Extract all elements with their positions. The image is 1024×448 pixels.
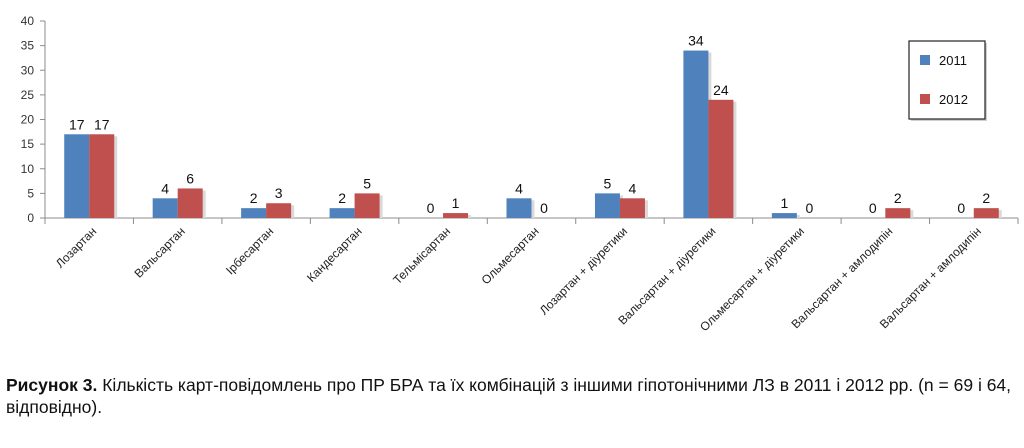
y-tick-label: 15 bbox=[21, 137, 35, 151]
bar-2012-2 bbox=[266, 203, 292, 218]
data-label-2011-0: 17 bbox=[69, 116, 85, 132]
bar-2012-1 bbox=[177, 188, 203, 218]
data-label-2011-7: 34 bbox=[688, 33, 704, 49]
category-label-4: Тельмісартан bbox=[390, 224, 453, 287]
legend-label-2011: 2011 bbox=[939, 53, 967, 68]
category-label-3: Кандесартан bbox=[304, 224, 365, 285]
y-tick-label: 25 bbox=[21, 88, 35, 102]
data-label-2012-7: 24 bbox=[713, 82, 729, 98]
category-label-2: Ірбесартан bbox=[223, 224, 276, 277]
data-label-2012-4: 1 bbox=[452, 195, 460, 211]
data-label-2011-4: 0 bbox=[427, 200, 435, 216]
data-label-2012-8: 0 bbox=[805, 200, 813, 216]
data-label-2012-6: 4 bbox=[629, 180, 637, 196]
data-label-2012-5: 0 bbox=[540, 200, 548, 216]
data-label-2012-3: 5 bbox=[363, 175, 371, 191]
data-label-2011-5: 4 bbox=[515, 180, 523, 196]
data-label-2011-3: 2 bbox=[338, 190, 346, 206]
data-label-2011-10: 0 bbox=[957, 200, 965, 216]
bar-2011-8 bbox=[771, 213, 797, 218]
y-tick-label: 40 bbox=[21, 14, 35, 28]
y-tick-label: 5 bbox=[27, 186, 34, 200]
legend bbox=[908, 40, 986, 120]
category-label-1: Вальсартан bbox=[131, 224, 187, 280]
bar-2012-4 bbox=[443, 213, 469, 218]
data-label-2012-1: 6 bbox=[186, 170, 194, 186]
bar-2011-6 bbox=[594, 193, 620, 218]
category-label-8: Ольмесартан + діуретики bbox=[697, 224, 807, 334]
legend-label-2012: 2012 bbox=[939, 92, 968, 107]
category-label-9: Вальсартан + амлодипін bbox=[788, 224, 895, 331]
data-label-2011-6: 5 bbox=[604, 175, 612, 191]
caption-text: Кількість карт-повідомлень про ПР БРА та… bbox=[6, 375, 1012, 417]
category-label-10: Вальсартан + амлодипін bbox=[877, 224, 984, 331]
bar-2012-7 bbox=[708, 99, 734, 218]
bar-2011-2 bbox=[241, 208, 267, 218]
bar-2011-7 bbox=[683, 50, 709, 218]
bar-2012-6 bbox=[619, 198, 645, 218]
category-label-5: Ольмесартан bbox=[479, 224, 542, 287]
y-tick-label: 30 bbox=[21, 63, 35, 77]
data-label-2012-0: 17 bbox=[94, 116, 110, 132]
category-label-6: Лозартан + діуретики bbox=[537, 224, 630, 317]
bar-2012-10 bbox=[973, 208, 999, 218]
caption-label: Рисунок 3. bbox=[6, 375, 98, 395]
data-label-2011-9: 0 bbox=[869, 200, 877, 216]
category-label-7: Вальсартан + діуретики bbox=[615, 224, 718, 327]
data-label-2011-8: 1 bbox=[780, 195, 788, 211]
bar-2011-0 bbox=[64, 134, 90, 218]
data-label-2012-10: 2 bbox=[982, 190, 990, 206]
data-label-2011-1: 4 bbox=[161, 180, 169, 196]
y-tick-label: 35 bbox=[21, 39, 35, 53]
bar-2012-9 bbox=[885, 208, 911, 218]
legend-swatch-2012 bbox=[920, 94, 930, 104]
bar-2011-5 bbox=[506, 198, 532, 218]
data-label-2012-2: 3 bbox=[275, 185, 283, 201]
legend-swatch-2011 bbox=[920, 55, 930, 65]
data-label-2011-2: 2 bbox=[250, 190, 258, 206]
data-label-2012-9: 2 bbox=[894, 190, 902, 206]
bar-2012-0 bbox=[89, 134, 115, 218]
bar-2012-3 bbox=[354, 193, 380, 218]
bar-2011-3 bbox=[329, 208, 355, 218]
figure-caption: Рисунок 3. Кількість карт-повідомлень пр… bbox=[6, 374, 1016, 418]
bar-2011-1 bbox=[152, 198, 178, 218]
category-label-0: Лозартан bbox=[53, 224, 99, 270]
y-tick-label: 20 bbox=[21, 113, 35, 127]
y-tick-label: 0 bbox=[27, 211, 34, 225]
y-tick-label: 10 bbox=[21, 162, 35, 176]
